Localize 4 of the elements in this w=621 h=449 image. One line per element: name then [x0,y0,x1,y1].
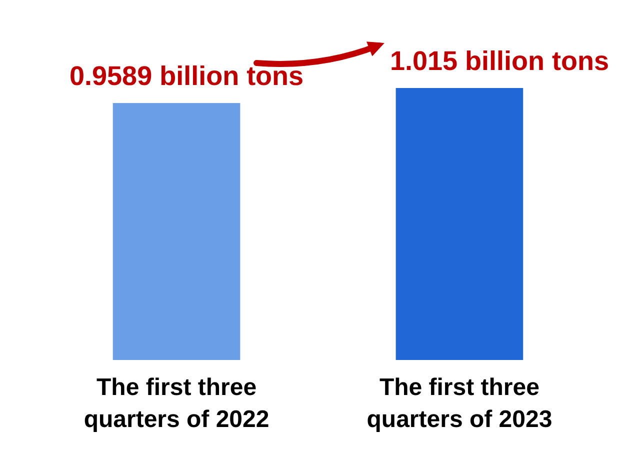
data-label: 1.015 billion tons [390,46,609,76]
x-tick-label: The first three quarters of 2022 [84,374,270,433]
data-label: 0.9589 billion tons [70,61,304,92]
x-tick-label: The first three quarters of 2023 [366,374,552,433]
